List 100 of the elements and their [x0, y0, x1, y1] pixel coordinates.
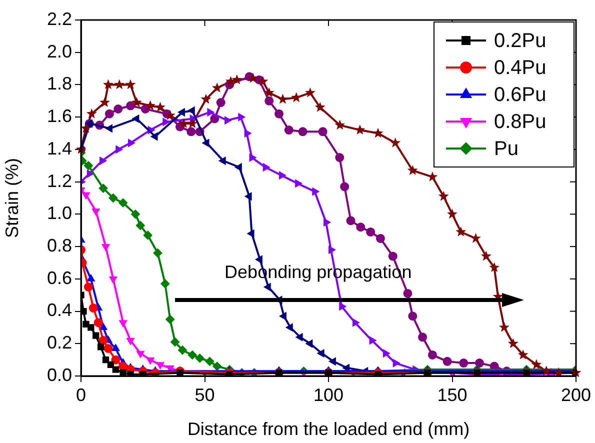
- point: [224, 116, 232, 124]
- y-tick-label: 0.2: [46, 332, 72, 353]
- point: [126, 101, 135, 110]
- point: [244, 192, 252, 200]
- point: [127, 371, 134, 376]
- point: [132, 114, 140, 123]
- point: [186, 127, 196, 136]
- point: [354, 124, 366, 134]
- y-tick-label: 1.6: [46, 106, 72, 126]
- point: [248, 72, 258, 83]
- point: [328, 246, 336, 254]
- point: [111, 355, 120, 364]
- point: [102, 244, 110, 252]
- y-tick-label: 1.8: [46, 74, 72, 94]
- point: [100, 97, 110, 107]
- point: [374, 371, 382, 376]
- y-tick-label: 1.4: [46, 138, 72, 158]
- point: [392, 359, 400, 368]
- point: [356, 222, 366, 232]
- point: [508, 338, 518, 348]
- point: [418, 332, 428, 342]
- point: [143, 230, 152, 240]
- point: [105, 124, 112, 132]
- point: [447, 208, 458, 219]
- point: [178, 108, 185, 116]
- point: [202, 139, 210, 147]
- point: [226, 371, 233, 376]
- point: [82, 192, 90, 200]
- point: [335, 153, 344, 162]
- point: [304, 87, 316, 98]
- point: [136, 350, 144, 358]
- point: [277, 94, 288, 104]
- point: [474, 358, 484, 368]
- point: [340, 182, 350, 192]
- point: [264, 87, 274, 98]
- point: [390, 137, 401, 148]
- point: [216, 98, 226, 108]
- point: [146, 357, 154, 364]
- point: [107, 361, 114, 368]
- point: [498, 322, 510, 332]
- point: [480, 250, 492, 261]
- point: [116, 145, 123, 154]
- point: [130, 210, 140, 219]
- point: [382, 349, 390, 358]
- legend-label: 0.8Pu: [494, 111, 546, 134]
- point: [188, 350, 197, 360]
- point: [84, 161, 93, 170]
- point: [154, 102, 166, 112]
- point: [284, 126, 294, 135]
- point: [156, 362, 164, 370]
- point: [166, 314, 175, 324]
- point: [372, 128, 384, 138]
- point: [86, 274, 95, 282]
- point: [205, 356, 214, 366]
- point: [126, 338, 134, 345]
- point: [489, 262, 500, 272]
- point: [324, 218, 331, 226]
- point: [264, 96, 274, 106]
- point: [238, 113, 246, 122]
- point: [150, 132, 158, 140]
- point: [352, 318, 360, 327]
- point: [218, 156, 226, 165]
- point: [278, 171, 286, 180]
- point: [99, 322, 108, 330]
- x-tick-label: 150: [437, 384, 468, 405]
- x-tick-label: 50: [194, 384, 215, 405]
- point: [178, 118, 189, 128]
- point: [212, 82, 222, 92]
- point: [195, 354, 204, 363]
- point: [98, 184, 108, 193]
- point: [86, 108, 97, 118]
- point: [128, 139, 135, 147]
- point: [286, 323, 293, 332]
- point: [164, 110, 176, 120]
- point: [403, 288, 412, 298]
- point: [114, 104, 123, 114]
- point: [104, 344, 113, 353]
- point: [408, 312, 418, 321]
- x-tick-label: 0: [76, 384, 86, 405]
- point: [334, 120, 346, 130]
- point: [97, 344, 104, 350]
- legend-label: 0.4Pu: [494, 57, 546, 80]
- point: [114, 79, 125, 90]
- point: [376, 234, 385, 243]
- point: [459, 358, 468, 368]
- point: [312, 188, 320, 196]
- point: [298, 127, 308, 136]
- point: [104, 109, 114, 118]
- point: [178, 346, 187, 355]
- point: [88, 324, 94, 331]
- point: [339, 302, 346, 310]
- point: [120, 369, 126, 376]
- point: [100, 156, 107, 165]
- point: [200, 94, 212, 104]
- point: [86, 170, 94, 178]
- x-axis-title: Distance from the loaded end (mm): [187, 419, 470, 440]
- point: [258, 76, 268, 86]
- point: [125, 79, 136, 90]
- point: [470, 232, 481, 243]
- y-tick-label: 0.8: [46, 236, 72, 256]
